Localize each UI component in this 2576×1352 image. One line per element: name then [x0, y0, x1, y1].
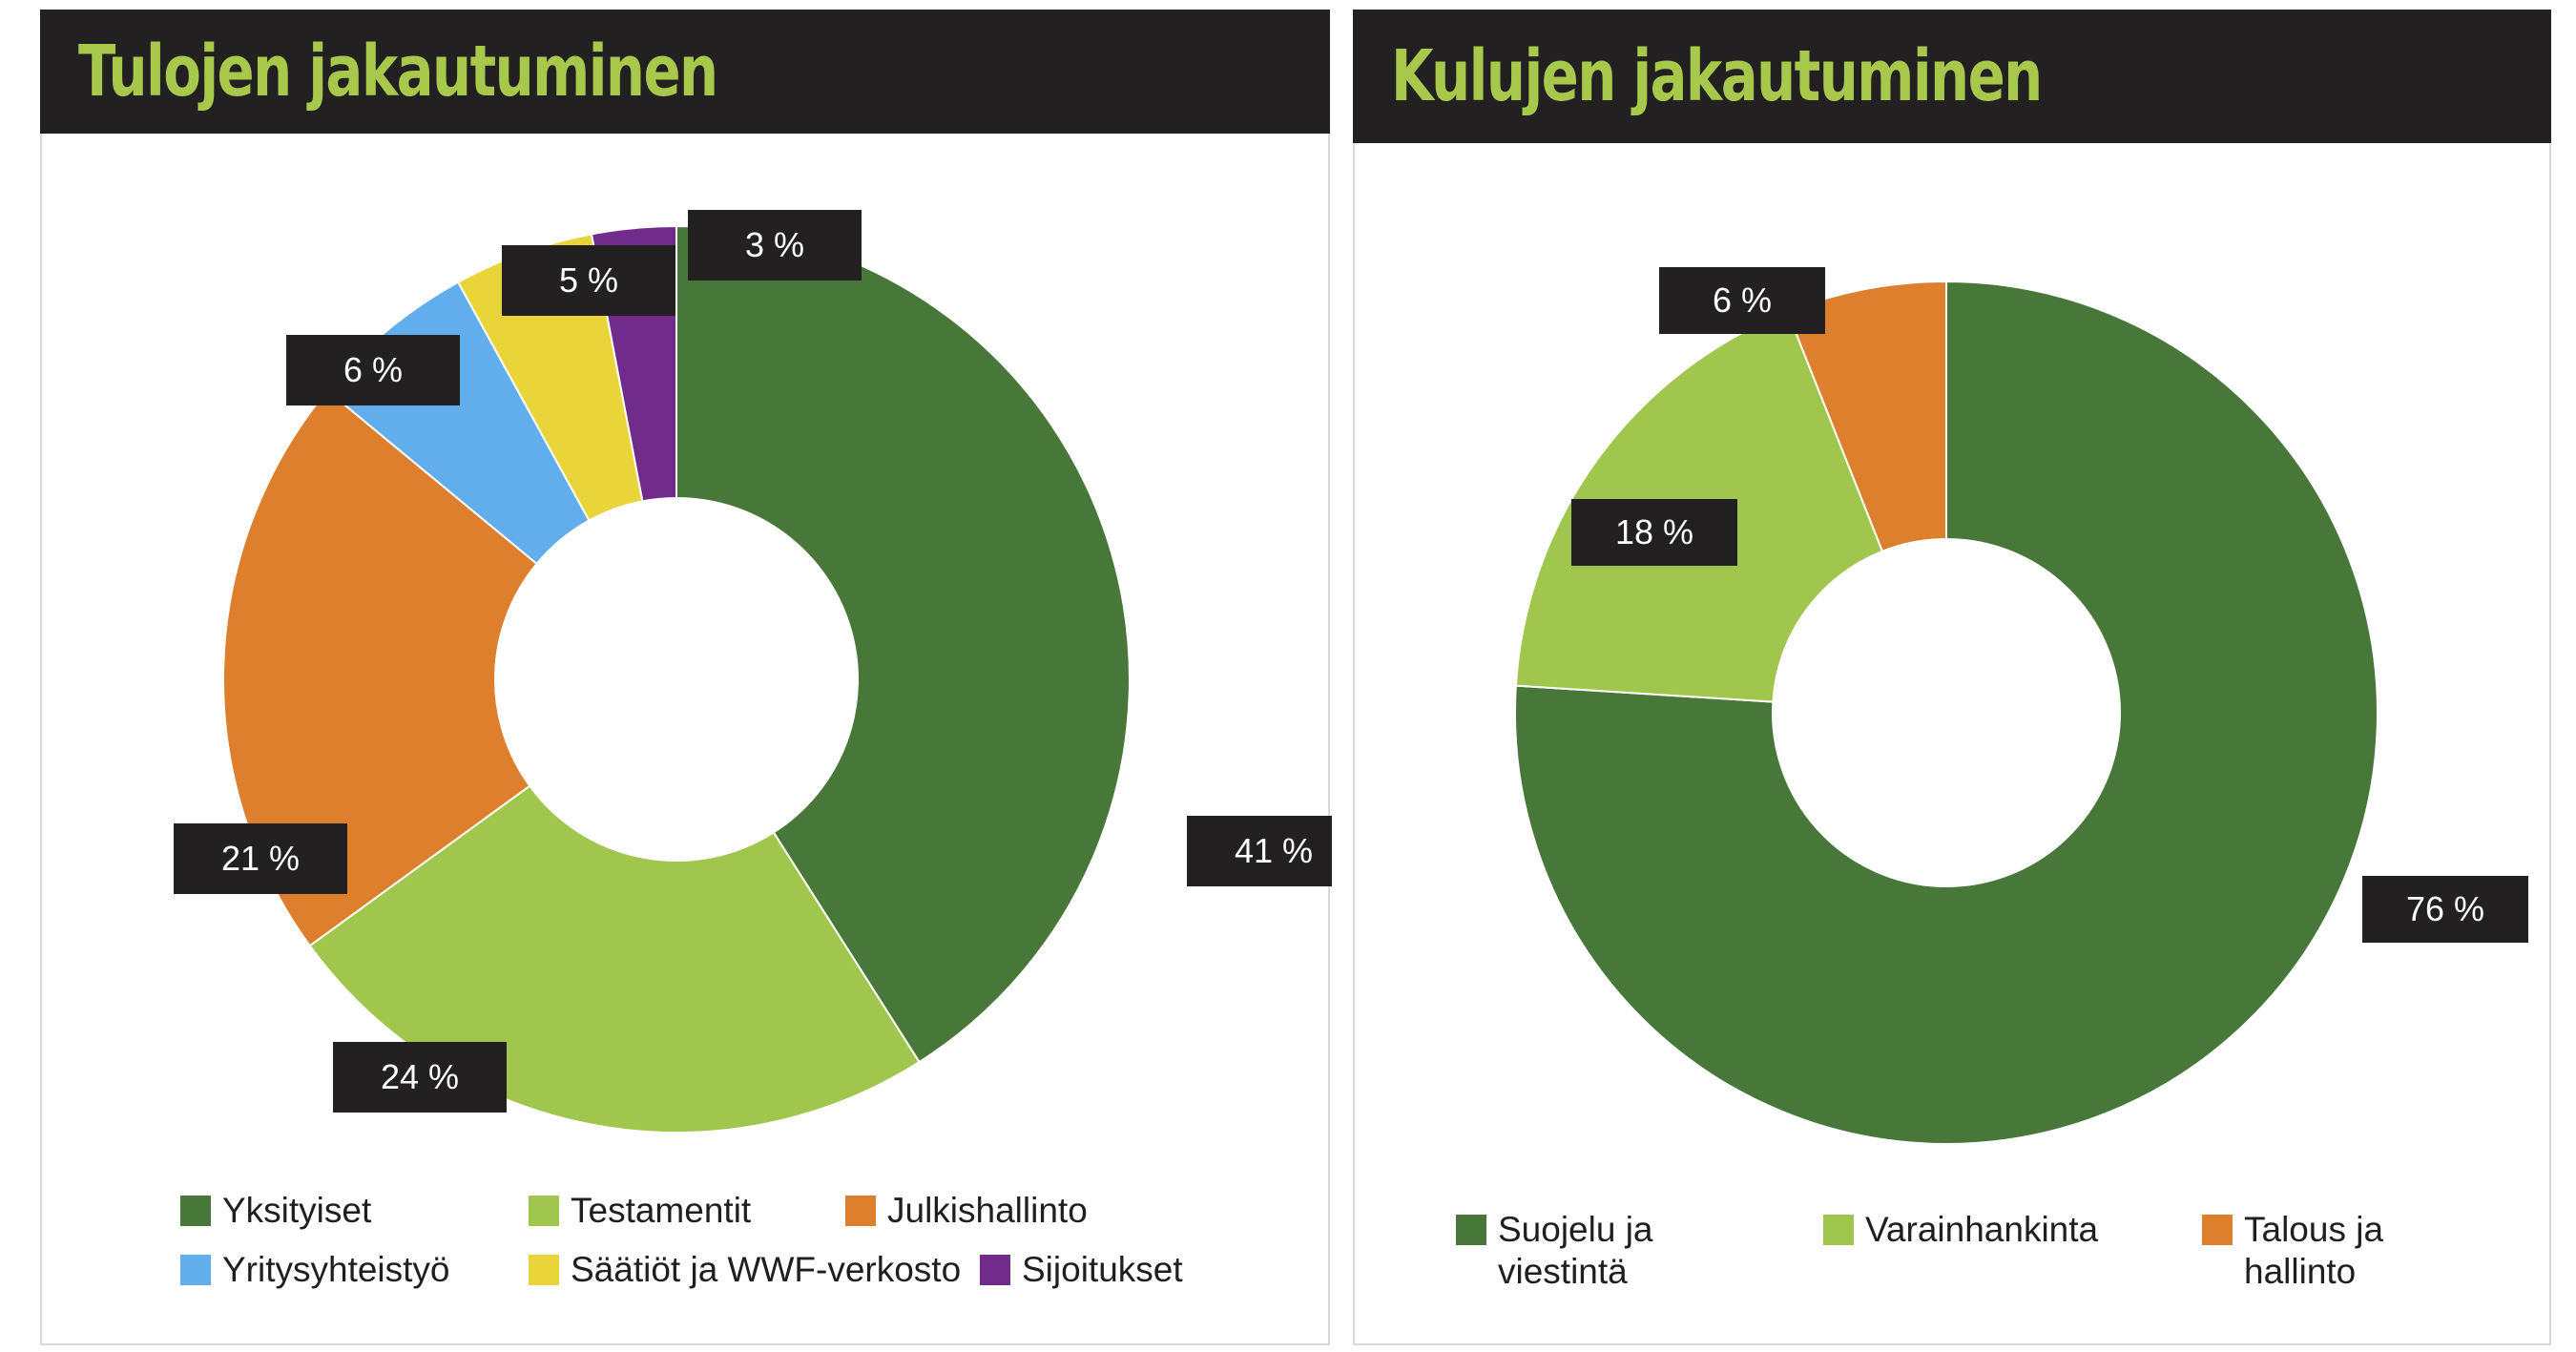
legend-label: Testamentit	[571, 1191, 752, 1230]
slice-suojelu-ja-viestintä	[1514, 280, 2379, 1145]
slice-talous-ja-hallinto	[1786, 280, 1947, 553]
legend-swatch	[529, 1196, 559, 1226]
legend-label: Sijoitukset	[1022, 1250, 1183, 1289]
expense-title-bar: Kulujen jakautuminen	[1353, 10, 2551, 143]
data-label-2: 18 %	[1571, 499, 1737, 566]
legend-label: Yksityiset	[222, 1191, 372, 1230]
legend-label: Yritysyhteistyö	[222, 1250, 450, 1289]
legend-label: Talous ja hallinto	[2244, 1210, 2384, 1291]
data-label-6: 3 %	[688, 210, 862, 281]
data-label-text: 21 %	[221, 839, 300, 878]
data-label-1: 76 %	[2362, 876, 2528, 943]
legend-swatch	[180, 1255, 211, 1285]
legend-label: Julkishallinto	[887, 1191, 1088, 1230]
income-title-bar: Tulojen jakautuminen	[40, 10, 1330, 134]
legend-swatch	[529, 1255, 559, 1285]
legend-swatch	[180, 1196, 211, 1226]
legend-label: Suojelu ja viestintä	[1498, 1210, 1653, 1291]
legend-swatch	[845, 1196, 876, 1226]
data-label-text: 24 %	[381, 1057, 459, 1096]
data-label-text: 41 %	[1235, 831, 1313, 870]
legend-swatch	[1456, 1215, 1486, 1245]
data-label-5: 5 %	[502, 245, 675, 316]
data-label-3: 21 %	[174, 823, 347, 894]
slice-julkishallinto	[222, 388, 539, 947]
data-label-3: 6 %	[1659, 267, 1825, 334]
expense-title: Kulujen jakautuminen	[1391, 35, 2043, 117]
data-label-2: 24 %	[333, 1042, 507, 1113]
data-label-text: 3 %	[745, 225, 804, 264]
legend-swatch	[2202, 1215, 2233, 1245]
data-label-4: 6 %	[286, 335, 460, 406]
data-label-text: 5 %	[559, 260, 618, 300]
data-label-text: 6 %	[343, 350, 403, 389]
legend-swatch	[980, 1255, 1010, 1285]
expense-donut-chart: 76 % 18 % 6 %	[1514, 267, 2528, 1145]
income-donut-chart: 41 % 24 % 21 % 6 % 5 % 3 %	[174, 210, 1332, 1134]
data-label-1: 41 %	[1187, 816, 1332, 886]
data-label-text: 76 %	[2406, 889, 2484, 928]
legend-label: Varainhankinta	[1865, 1210, 2099, 1249]
data-label-text: 18 %	[1615, 512, 1693, 551]
expense-panel: Kulujen jakautuminen 76 % 18 % 6 % Suojelu…	[1353, 10, 2551, 1345]
data-label-text: 6 %	[1713, 281, 1772, 320]
income-title: Tulojen jakautuminen	[78, 31, 718, 113]
legend-swatch	[1823, 1215, 1854, 1245]
legend-label: Säätiöt ja WWF-verkosto	[571, 1250, 962, 1289]
slice-yksityiset	[675, 224, 1131, 1064]
income-panel: Tulojen jakautuminen 41 % 24 % 21 % 6 % 5 % 3…	[40, 10, 1332, 1345]
